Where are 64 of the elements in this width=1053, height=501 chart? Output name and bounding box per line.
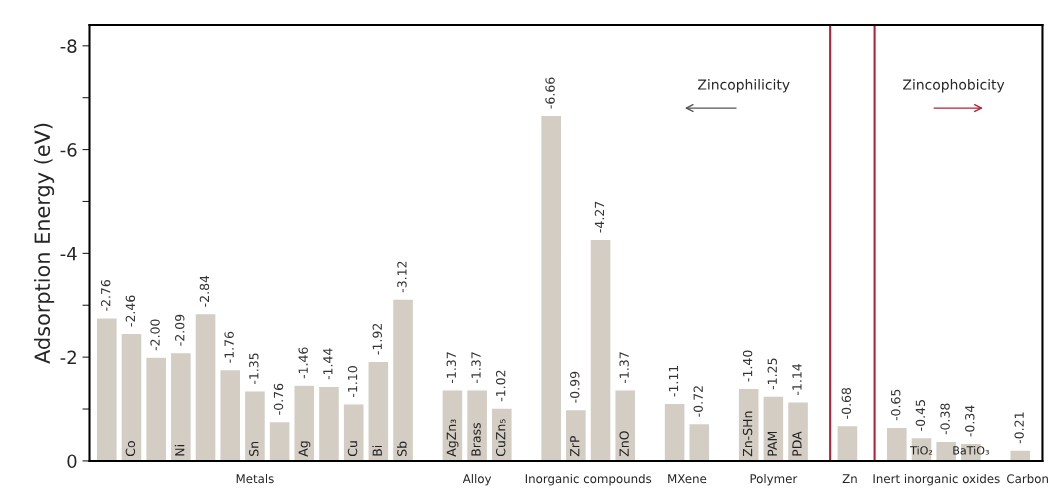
y-tick-label: -2	[60, 350, 76, 364]
data-label: -0.34	[965, 405, 975, 437]
y-tick-label: 0	[67, 454, 77, 469]
text: Inert inorganic oxides	[873, 474, 1000, 486]
x-tick-label: Sn	[249, 441, 259, 456]
text: Polymer	[750, 474, 798, 486]
y-axis-title: Adsorption Energy (eV)	[33, 123, 55, 364]
data-label: -6.66	[545, 77, 555, 109]
text: Carbon	[1007, 474, 1048, 484]
y-tick-label: -6	[60, 143, 77, 157]
data-label: -2.46	[125, 295, 136, 327]
data-label: -1.02	[495, 370, 506, 402]
text: Alloy	[462, 474, 492, 486]
data-label: -1.37	[446, 352, 457, 383]
data-label: -1.37	[619, 352, 629, 383]
annotation: Zincophilicity	[698, 79, 790, 93]
data-label: -1.44	[323, 348, 333, 380]
data-label: -0.99	[570, 371, 580, 403]
data-label: -0.45	[915, 400, 926, 431]
x-tick-label: PAM	[767, 431, 777, 456]
x-tick-label: Ag	[298, 441, 311, 457]
x-tick-label: BaTiO₃	[953, 446, 989, 455]
text: Inorganic compounds	[525, 474, 652, 486]
text: Zn	[842, 474, 857, 483]
data-label: -1.25	[767, 358, 777, 390]
data-label: -0.68	[841, 387, 852, 419]
data-label: -1.40	[742, 350, 753, 382]
x-tick-label: Co	[125, 441, 136, 457]
x-tick-label: Brass	[471, 422, 481, 456]
x-tick-label: AgZn₃	[446, 419, 459, 457]
x-tick-label: CuZn₅	[495, 419, 506, 457]
x-tick-label: ZnO	[619, 431, 629, 457]
x-tick-label: Ni	[174, 445, 185, 456]
x-tick-label: Zn-SHn	[742, 411, 753, 457]
x-tick-label: ZrP	[570, 435, 580, 457]
data-label: -2.84	[199, 275, 210, 307]
data-label: -1.37	[471, 352, 481, 383]
data-label: -1.76	[224, 331, 234, 363]
x-tick-label: TiO₂	[910, 446, 933, 455]
data-label: -0.72	[693, 386, 703, 417]
data-label: -0.21	[1014, 412, 1024, 444]
text: MXene	[668, 474, 707, 484]
y-tick-label: -4	[60, 247, 77, 261]
data-label: -4.27	[594, 201, 604, 233]
x-tick-label: Cu	[347, 441, 358, 457]
data-label: -2.09	[175, 314, 185, 346]
data-label: -1.11	[668, 365, 679, 397]
x-tick-label: PDA	[792, 431, 802, 456]
data-label: -2.00	[150, 319, 160, 351]
data-label: -0.65	[890, 389, 901, 421]
data-label: -1.35	[249, 353, 259, 385]
y-tick-label: -8	[60, 39, 77, 53]
data-label: -3.12	[397, 261, 407, 293]
data-label: -1.10	[347, 366, 358, 397]
x-tick-label: Bi	[372, 445, 382, 456]
data-label: -1.46	[298, 347, 308, 379]
data-label: -2.76	[100, 279, 111, 311]
data-label: -0.76	[273, 383, 284, 415]
x-tick-label: Sb	[397, 441, 407, 456]
text: Metals	[236, 474, 274, 484]
annotation: Zincophobicity	[903, 79, 1005, 93]
data-label: -1.14	[792, 363, 802, 395]
data-label: -1.92	[372, 323, 382, 355]
data-label: -0.38	[940, 403, 950, 435]
